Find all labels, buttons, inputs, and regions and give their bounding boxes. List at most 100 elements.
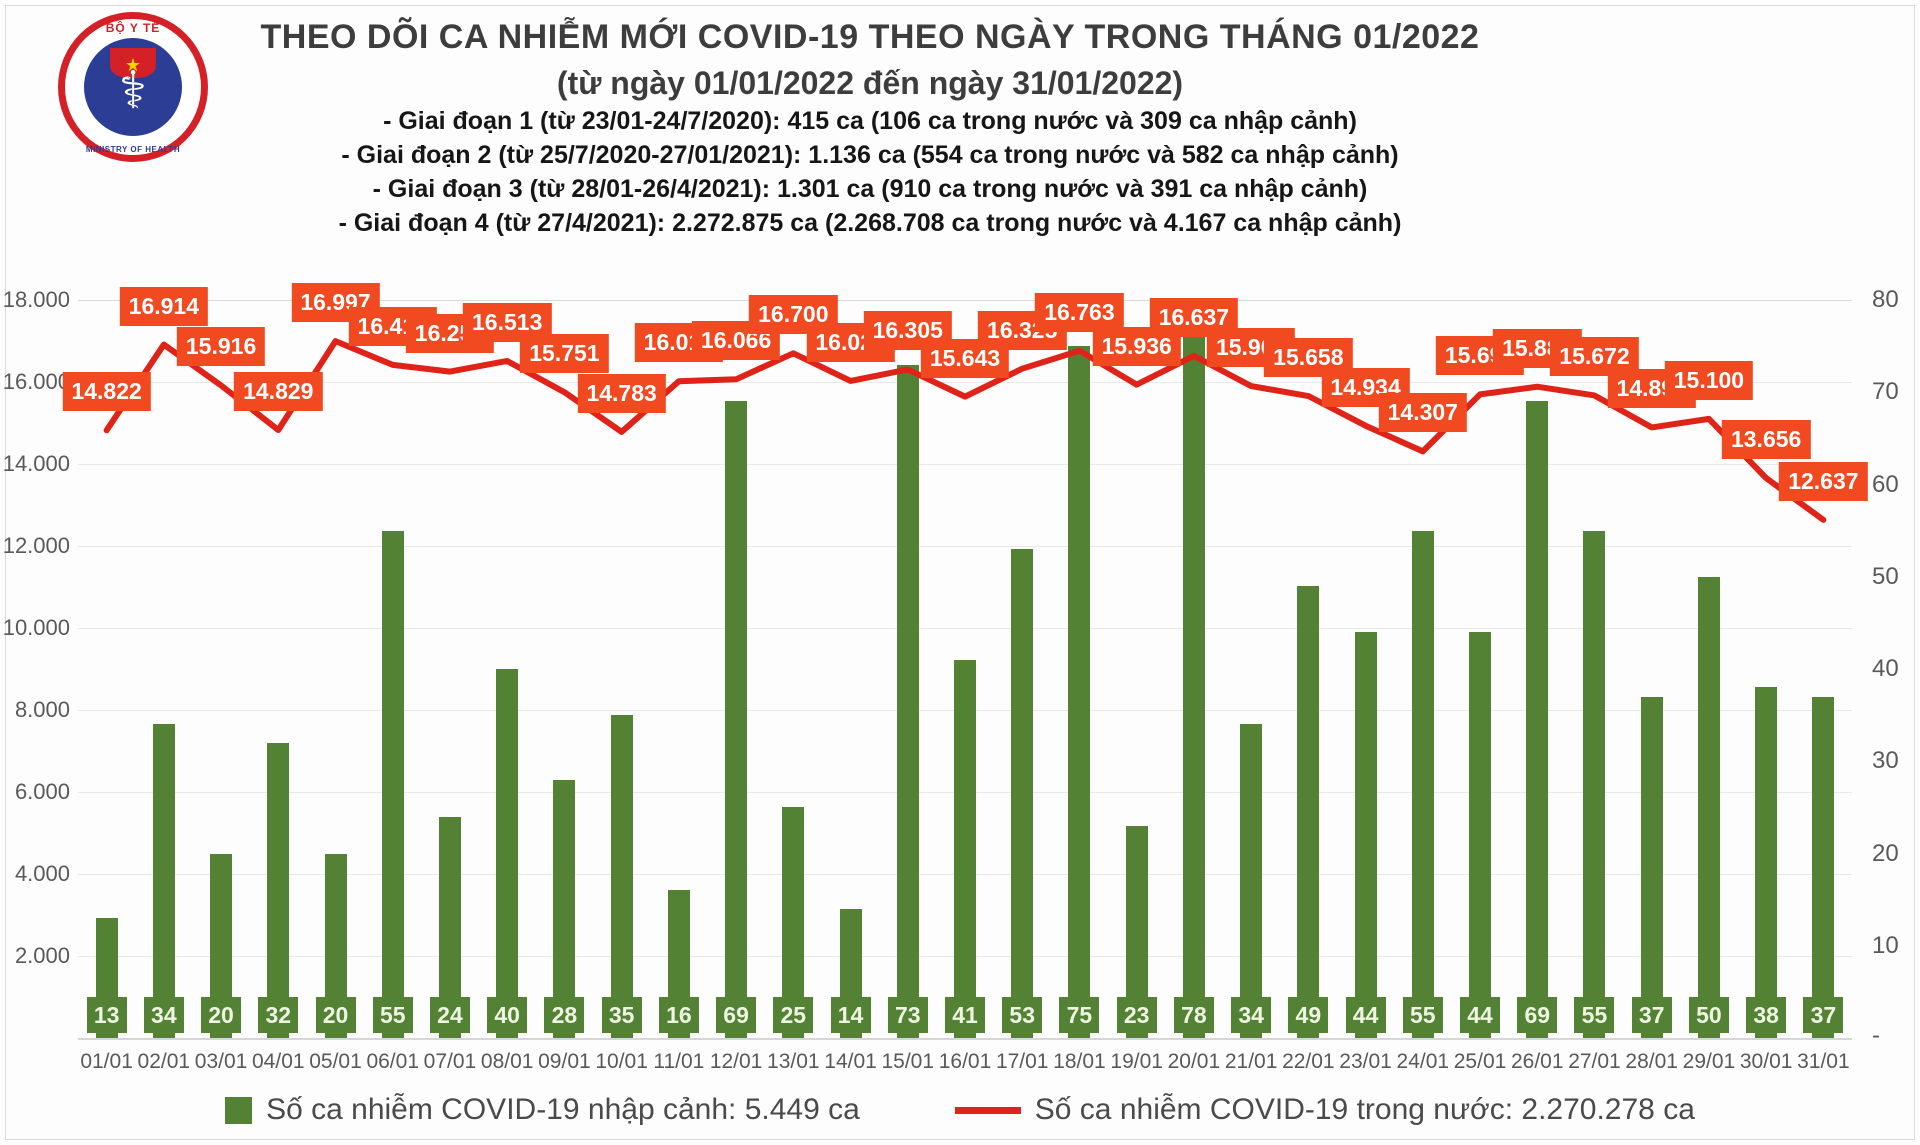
imported-cases-bar — [610, 715, 633, 1038]
x-axis-label: 09/01 — [538, 1050, 591, 1073]
bar-value-label: 16 — [658, 997, 699, 1033]
imported-cases-bar — [1583, 530, 1606, 1038]
bar-value-label: 69 — [716, 997, 757, 1033]
header: THEO DÕI CA NHIỄM MỚI COVID-19 THEO NGÀY… — [0, 18, 1740, 238]
imported-cases-bar — [1182, 318, 1205, 1038]
bar-value-label: 53 — [1002, 997, 1043, 1033]
x-axis-label: 22/01 — [1282, 1050, 1335, 1073]
bar-value-label: 34 — [1231, 997, 1272, 1033]
right-axis-zero-tick: - — [1872, 1022, 1880, 1049]
line-value-label: 16.700 — [749, 295, 838, 335]
x-axis-label: 15/01 — [881, 1050, 935, 1073]
phase-4-text: - Giai đoạn 4 (từ 27/4/2021): 2.272.875 … — [338, 209, 1402, 237]
left-axis-tick: 12.000 — [2, 533, 70, 558]
left-axis-tick: 14.000 — [2, 451, 70, 476]
line-value-label: 12.637 — [1779, 461, 1868, 501]
x-axis-label: 20/01 — [1167, 1050, 1221, 1073]
bar-value-label: 38 — [1746, 997, 1787, 1033]
line-value-label: 14.307 — [1378, 393, 1467, 433]
line-value-label: 15.916 — [176, 327, 266, 367]
gridline — [78, 628, 1852, 629]
bar-series-swatch — [225, 1096, 253, 1124]
imported-cases-bar — [210, 853, 233, 1038]
imported-cases-bar — [1354, 632, 1377, 1038]
left-axis-tick: 10.000 — [2, 615, 70, 640]
gridline — [78, 382, 1852, 383]
chart-legend: Số ca nhiễm COVID-19 nhập cảnh: 5.449 ca… — [0, 1093, 1920, 1127]
left-axis-tick: 6.000 — [14, 779, 70, 804]
gridline — [78, 464, 1852, 465]
imported-cases-bar — [152, 724, 175, 1038]
bar-value-label: 34 — [143, 997, 184, 1033]
x-axis-label: 21/01 — [1224, 1050, 1278, 1073]
right-axis-tick: 50 — [1872, 562, 1899, 590]
imported-cases-bar — [438, 816, 461, 1038]
x-axis-label: 29/01 — [1682, 1050, 1736, 1073]
line-value-label: 16.763 — [1035, 292, 1124, 332]
line-value-label: 14.783 — [577, 373, 666, 413]
x-axis-label: 31/01 — [1797, 1050, 1850, 1073]
imported-cases-bar — [1411, 530, 1434, 1038]
x-axis-label: 03/01 — [194, 1050, 248, 1073]
x-axis-label: 23/01 — [1339, 1050, 1392, 1073]
left-axis-tick: 4.000 — [14, 861, 70, 886]
x-axis-label: 05/01 — [309, 1050, 362, 1073]
imported-cases-bar — [1125, 825, 1148, 1038]
bar-value-label: 14 — [830, 997, 871, 1033]
right-axis-tick: 40 — [1872, 655, 1899, 682]
imported-cases-bar — [782, 807, 805, 1038]
line-value-label: 16.914 — [119, 286, 209, 326]
bar-value-label: 78 — [1173, 997, 1214, 1033]
x-axis-label: 17/01 — [995, 1050, 1049, 1073]
right-axis-tick: 10 — [1872, 931, 1899, 959]
x-axis-label: 02/01 — [137, 1050, 191, 1073]
logo-bottom-text: MINISTRY OF HEALTH — [85, 145, 181, 154]
x-axis-label: 11/01 — [653, 1050, 705, 1073]
x-axis-label: 25/01 — [1453, 1050, 1507, 1073]
bar-value-label: 69 — [1517, 997, 1558, 1033]
right-axis-tick: 70 — [1872, 378, 1899, 406]
x-axis-label: 16/01 — [938, 1050, 992, 1073]
right-axis-tick: 20 — [1872, 839, 1899, 867]
line-value-label: 14.829 — [234, 372, 323, 411]
line-value-label: 13.656 — [1721, 420, 1811, 460]
imported-cases-bar — [1068, 346, 1091, 1038]
phase-3-text: - Giai đoạn 3 (từ 28/01-26/4/2021): 1.30… — [372, 175, 1368, 203]
imported-cases-bar — [553, 779, 576, 1038]
x-axis-label: 04/01 — [252, 1050, 305, 1073]
x-axis-label: 01/01 — [80, 1050, 133, 1073]
chart-subtitle: (từ ngày 01/01/2022 đến ngày 31/01/2022) — [556, 65, 1184, 101]
right-axis-tick: 30 — [1872, 747, 1899, 775]
bar-value-label: 75 — [1059, 997, 1100, 1033]
line-series-swatch — [954, 1106, 1021, 1114]
flag-icon: ★ — [110, 48, 156, 78]
bar-value-label: 40 — [487, 997, 528, 1033]
bar-value-label: 35 — [601, 997, 642, 1033]
gridline — [78, 546, 1852, 547]
left-axis-tick: 18.000 — [2, 287, 70, 312]
x-axis-label: 12/01 — [709, 1050, 763, 1073]
ministry-of-health-logo: BỘ Y TẾ ★ ⚕ MINISTRY OF HEALTH — [58, 12, 208, 162]
imported-cases-bar — [1812, 696, 1835, 1038]
x-axis-line — [78, 1038, 1852, 1040]
bar-value-label: 41 — [945, 997, 985, 1033]
x-axis-label: 18/01 — [1053, 1050, 1106, 1073]
star-icon: ★ — [124, 55, 142, 75]
imported-cases-bar — [267, 742, 290, 1038]
imported-cases-bar — [954, 659, 976, 1038]
legend-item-domestic: Số ca nhiễm COVID-19 trong nước: 2.270.2… — [954, 1093, 1695, 1127]
imported-cases-bar — [1640, 696, 1663, 1038]
bar-value-label: 23 — [1116, 997, 1157, 1033]
x-axis-label: 30/01 — [1739, 1050, 1793, 1073]
bar-value-label: 37 — [1631, 997, 1672, 1033]
phase-2-text: - Giai đoạn 2 (từ 25/7/2020-27/01/2021):… — [341, 141, 1399, 169]
imported-cases-bar — [1697, 576, 1720, 1038]
line-value-label: 16.637 — [1149, 297, 1239, 337]
legend-domestic-label: Số ca nhiễm COVID-19 trong nước: 2.270.2… — [1034, 1093, 1695, 1126]
bar-value-label: 73 — [887, 997, 928, 1033]
bar-value-label: 13 — [86, 997, 127, 1033]
x-axis-label: 27/01 — [1568, 1050, 1621, 1073]
